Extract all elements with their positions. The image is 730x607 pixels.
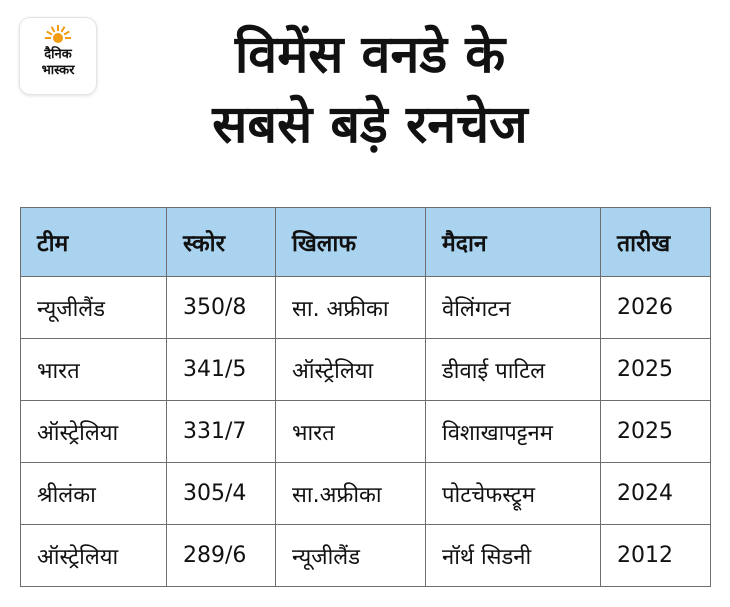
cell-opponent: सा. अफ्रीका bbox=[275, 276, 426, 339]
table-row: भारत 341/5 ऑस्ट्रेलिया डीवाई पाटिल 2025 bbox=[20, 338, 711, 401]
table-row: ऑस्ट्रेलिया 289/6 न्यूजीलैंड नॉर्थ सिडनी… bbox=[20, 524, 711, 587]
cell-score: 331/7 bbox=[166, 400, 276, 463]
page-title: विमेंस वनडे के सबसे बड़े रनचेज bbox=[110, 20, 630, 160]
cell-opponent: सा.अफ्रीका bbox=[275, 462, 426, 525]
cell-date: 2012 bbox=[600, 524, 711, 587]
cell-opponent: न्यूजीलैंड bbox=[275, 524, 426, 587]
cell-venue: विशाखापट्टनम bbox=[425, 400, 601, 463]
table-row: श्रीलंका 305/4 सा.अफ्रीका पोटचेफस्ट्रूम … bbox=[20, 462, 711, 525]
cell-team: श्रीलंका bbox=[20, 462, 167, 525]
cell-venue: डीवाई पाटिल bbox=[425, 338, 601, 401]
cell-venue: पोटचेफस्ट्रूम bbox=[425, 462, 601, 525]
cell-score: 289/6 bbox=[166, 524, 276, 587]
cell-date: 2025 bbox=[600, 400, 711, 463]
cell-opponent: भारत bbox=[275, 400, 426, 463]
cell-score: 341/5 bbox=[166, 338, 276, 401]
cell-team: भारत bbox=[20, 338, 167, 401]
column-header-date: तारीख bbox=[600, 207, 711, 277]
run-chase-table: टीम स्कोर खिलाफ मैदान तारीख न्यूजीलैंड 3… bbox=[20, 207, 711, 587]
cell-team: ऑस्ट्रेलिया bbox=[20, 400, 167, 463]
logo-text-line1: दैनिक bbox=[44, 47, 72, 62]
cell-date: 2025 bbox=[600, 338, 711, 401]
page-title-line2: सबसे बड़े रनचेज bbox=[212, 95, 528, 155]
page-title-line1: विमेंस वनडे के bbox=[234, 25, 506, 85]
cell-opponent: ऑस्ट्रेलिया bbox=[275, 338, 426, 401]
table-row: न्यूजीलैंड 350/8 सा. अफ्रीका वेलिंगटन 20… bbox=[20, 276, 711, 339]
brand-logo: दैनिक भास्कर bbox=[20, 18, 96, 94]
sun-icon bbox=[45, 25, 71, 43]
cell-score: 305/4 bbox=[166, 462, 276, 525]
column-header-opponent: खिलाफ bbox=[275, 207, 426, 277]
cell-date: 2026 bbox=[600, 276, 711, 339]
cell-score: 350/8 bbox=[166, 276, 276, 339]
column-header-team: टीम bbox=[20, 207, 167, 277]
table-header-row: टीम स्कोर खिलाफ मैदान तारीख bbox=[20, 207, 711, 277]
cell-date: 2024 bbox=[600, 462, 711, 525]
table-row: ऑस्ट्रेलिया 331/7 भारत विशाखापट्टनम 2025 bbox=[20, 400, 711, 463]
column-header-score: स्कोर bbox=[166, 207, 276, 277]
column-header-venue: मैदान bbox=[425, 207, 601, 277]
cell-team: न्यूजीलैंड bbox=[20, 276, 167, 339]
cell-venue: नॉर्थ सिडनी bbox=[425, 524, 601, 587]
cell-team: ऑस्ट्रेलिया bbox=[20, 524, 167, 587]
logo-text-line2: भास्कर bbox=[41, 63, 75, 78]
cell-venue: वेलिंगटन bbox=[425, 276, 601, 339]
